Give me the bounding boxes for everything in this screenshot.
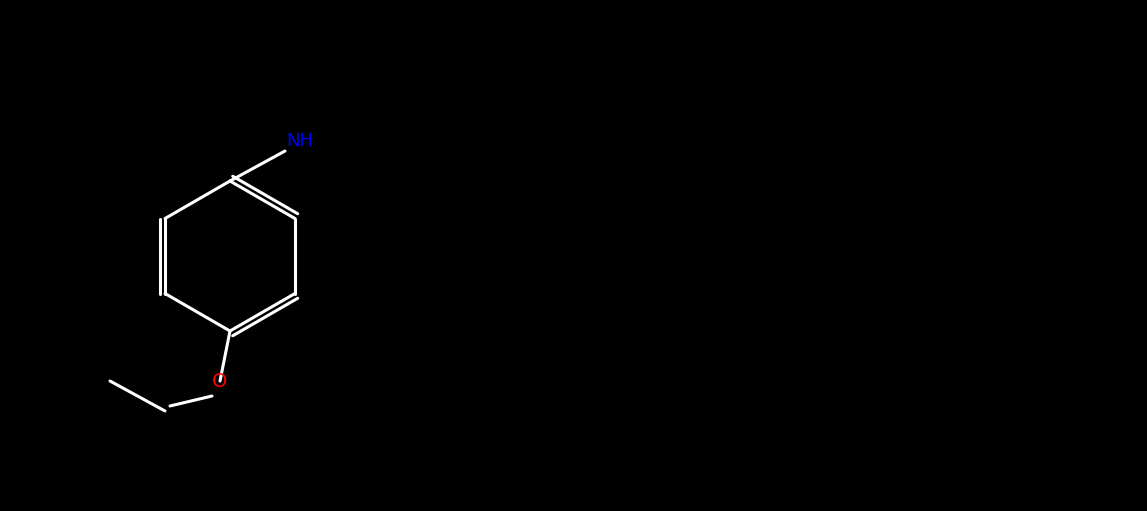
Text: O: O — [212, 371, 228, 390]
Text: NH: NH — [287, 132, 313, 150]
